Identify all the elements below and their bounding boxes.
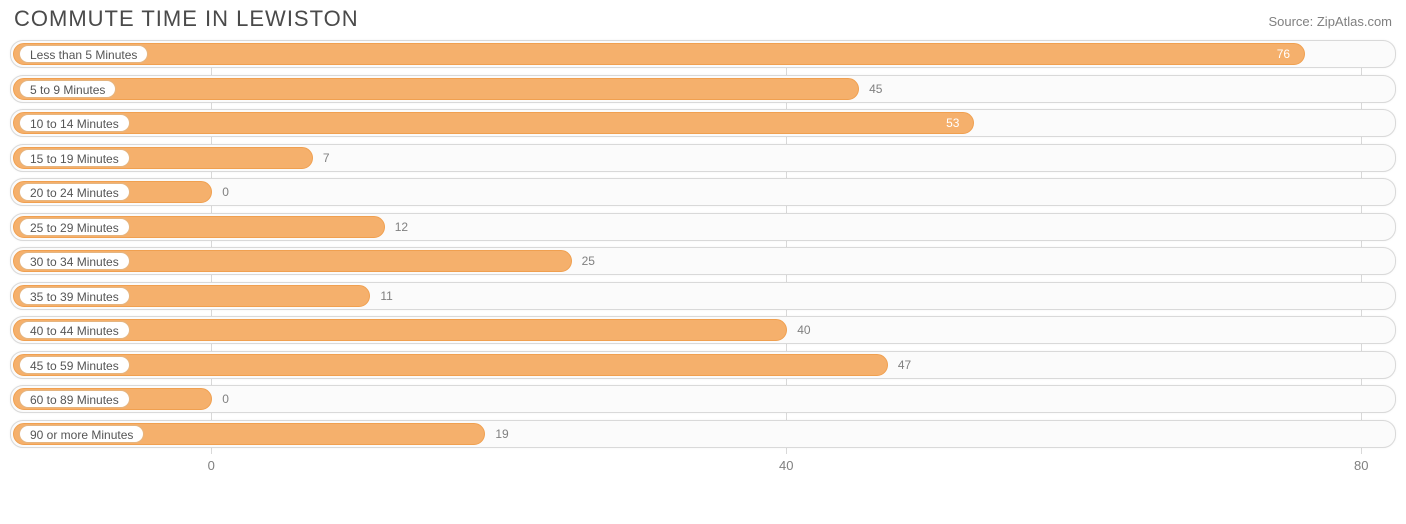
- bar-row: 45 to 59 Minutes 47: [10, 351, 1396, 379]
- bar: [13, 112, 974, 134]
- category-label: Less than 5 Minutes: [19, 45, 148, 63]
- value-label: 47: [898, 352, 911, 378]
- x-axis: 0 40 80: [10, 454, 1396, 484]
- bar-row: 25 to 29 Minutes 12: [10, 213, 1396, 241]
- category-label: 25 to 29 Minutes: [19, 218, 130, 236]
- chart-title: COMMUTE TIME IN LEWISTON: [14, 6, 359, 32]
- category-label: 15 to 19 Minutes: [19, 149, 130, 167]
- chart-plot-area: Less than 5 Minutes 76 5 to 9 Minutes 45 10 …: [10, 36, 1396, 484]
- bar-row: 40 to 44 Minutes 40: [10, 316, 1396, 344]
- value-label: 0: [222, 386, 229, 412]
- bar-row: 60 to 89 Minutes 0: [10, 385, 1396, 413]
- value-label: 76: [1277, 41, 1290, 67]
- value-label: 11: [380, 283, 392, 309]
- value-label: 7: [323, 145, 330, 171]
- category-label: 90 or more Minutes: [19, 425, 144, 443]
- value-label: 53: [946, 110, 959, 136]
- category-label: 5 to 9 Minutes: [19, 80, 116, 98]
- category-label: 30 to 34 Minutes: [19, 252, 130, 270]
- category-label: 45 to 59 Minutes: [19, 356, 130, 374]
- x-axis-tick: 80: [1354, 458, 1368, 473]
- bar-row: 5 to 9 Minutes 45: [10, 75, 1396, 103]
- category-label: 35 to 39 Minutes: [19, 287, 130, 305]
- value-label: 0: [222, 179, 229, 205]
- value-label: 19: [495, 421, 508, 447]
- bar-row: 20 to 24 Minutes 0: [10, 178, 1396, 206]
- x-axis-tick: 0: [208, 458, 215, 473]
- value-label: 25: [582, 248, 595, 274]
- bar-row: 35 to 39 Minutes 11: [10, 282, 1396, 310]
- bar-row: Less than 5 Minutes 76: [10, 40, 1396, 68]
- value-label: 45: [869, 76, 882, 102]
- category-label: 40 to 44 Minutes: [19, 321, 130, 339]
- chart-header: COMMUTE TIME IN LEWISTON Source: ZipAtla…: [10, 6, 1396, 36]
- bar: [13, 354, 888, 376]
- category-label: 60 to 89 Minutes: [19, 390, 130, 408]
- x-axis-tick: 40: [779, 458, 793, 473]
- bar-row: 30 to 34 Minutes 25: [10, 247, 1396, 275]
- value-label: 12: [395, 214, 408, 240]
- bar: [13, 43, 1305, 65]
- category-label: 20 to 24 Minutes: [19, 183, 130, 201]
- bar-row: 15 to 19 Minutes 7: [10, 144, 1396, 172]
- bar-row: 90 or more Minutes 19: [10, 420, 1396, 448]
- category-label: 10 to 14 Minutes: [19, 114, 130, 132]
- chart-source: Source: ZipAtlas.com: [1268, 14, 1392, 29]
- chart-container: COMMUTE TIME IN LEWISTON Source: ZipAtla…: [0, 0, 1406, 524]
- bar-row: 10 to 14 Minutes 53: [10, 109, 1396, 137]
- value-label: 40: [797, 317, 810, 343]
- bar: [13, 78, 859, 100]
